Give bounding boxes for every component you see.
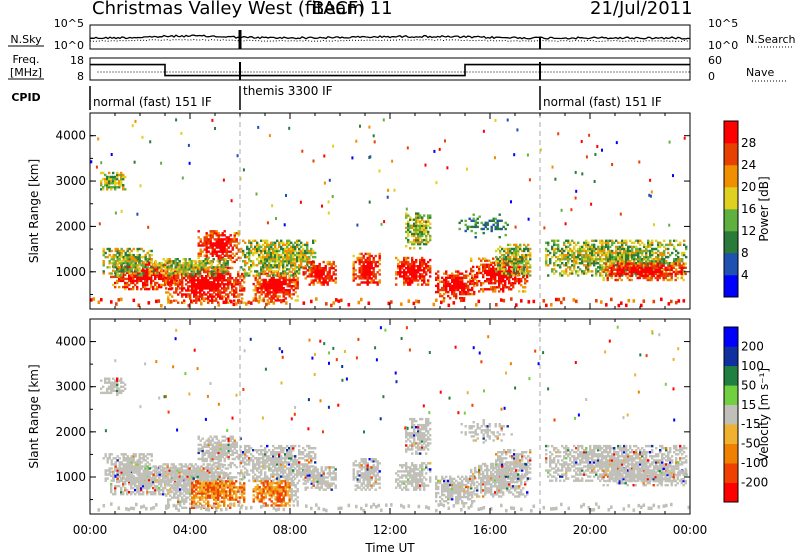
velocity-colorbar-frame: [723, 326, 739, 503]
velocity-ytick-label-2: 3000: [55, 380, 86, 394]
cpid-segment-label-2: normal (fast) 151 IF: [543, 95, 662, 109]
xtick-label-1: 04:00: [173, 523, 208, 537]
power-colorbar-swatch-7: [724, 121, 738, 144]
nave-tick-bottom: 0: [708, 70, 715, 83]
power-ytick-label-2: 3000: [55, 174, 86, 188]
power-ylabel: Slant Range [km]: [27, 159, 41, 263]
nave-label: Nave: [746, 66, 774, 79]
date-label: 21/Jul/2011: [590, 0, 693, 19]
nsearch-tick-top: 10^5: [708, 17, 738, 30]
velocity-colorbar-swatch-7: [724, 346, 738, 367]
velocity-colorbar-swatch-2: [724, 443, 738, 464]
velocity-colorbar-tick-4: -15: [741, 417, 761, 431]
power-colorbar-tick-4: 12: [741, 224, 756, 238]
power-colorbar-tick-3: 16: [741, 202, 756, 216]
freq-strip-frame: [89, 57, 691, 81]
velocity-colorbar-tick-0: 200: [741, 339, 764, 353]
cpid-segment-label-0: normal (fast) 151 IF: [93, 95, 212, 109]
power-colorbar-tick-6: 4: [741, 268, 749, 282]
freq-tick-top: 18: [70, 54, 84, 67]
power-colorbar-swatch-6: [724, 143, 738, 166]
power-colorbar-swatch-3: [724, 209, 738, 232]
xlabel: Time UT: [364, 541, 415, 554]
power-colorbar-swatch-5: [724, 165, 738, 188]
velocity-colorbar-swatch-0: [724, 482, 738, 503]
nsky-label: N.Sky: [10, 33, 42, 46]
velocity-colorbar-swatch-4: [724, 404, 738, 425]
velocity-colorbar-tick-2: 50: [741, 378, 756, 392]
power-colorbar-tick-1: 24: [741, 158, 756, 172]
xtick-label-4: 16:00: [473, 523, 508, 537]
freq-tick-bottom: 8: [77, 70, 84, 83]
cpid-label: CPID: [11, 91, 40, 104]
velocity-ylabel: Slant Range [km]: [27, 364, 41, 468]
power-colorbar-tick-5: 8: [741, 246, 749, 260]
freq-unit: [MHz]: [10, 66, 42, 79]
nsearch-label: N.Search: [746, 33, 796, 46]
power-heatmap-cells: [90, 118, 688, 308]
power-colorbar-tick-2: 20: [741, 180, 756, 194]
velocity-colorbar-swatch-3: [724, 424, 738, 444]
freq-trace: [90, 63, 690, 77]
nsky-tick-bottom: 10^0: [54, 39, 84, 52]
velocity-colorbar-tick-1: 100: [741, 359, 764, 373]
cpid-segment-label-1: themis 3300 IF: [243, 84, 333, 98]
velocity-colorbar-swatch-1: [724, 463, 738, 483]
power-colorbar-swatch-0: [724, 275, 738, 298]
velocity-heatmap-cells: [97, 323, 691, 513]
power-colorbar-swatch-1: [724, 253, 738, 276]
power-ytick-label-3: 4000: [55, 129, 86, 143]
power-colorbar-swatch-4: [724, 187, 738, 210]
beam-label: Beam 11: [312, 0, 393, 19]
velocity-colorbar-tick-7: -200: [741, 476, 768, 490]
velocity-colorbar-swatch-5: [724, 385, 738, 405]
xtick-label-5: 20:00: [573, 523, 608, 537]
power-ytick-label-0: 1000: [55, 265, 86, 279]
xtick-label-3: 12:00: [373, 523, 408, 537]
velocity-ytick-label-1: 2000: [55, 425, 86, 439]
power-colorbar-frame: [723, 120, 739, 298]
xtick-label-6: 00:00: [673, 523, 708, 537]
velocity-colorbar-tick-6: -100: [741, 456, 768, 470]
freq-label: Freq.: [12, 53, 39, 66]
xtick-label-0: 00:00: [73, 523, 108, 537]
velocity-colorbar-swatch-8: [724, 327, 738, 347]
velocity-ytick-label-3: 4000: [55, 335, 86, 349]
velocity-colorbar-tick-3: 15: [741, 398, 756, 412]
nave-tick-top: 60: [708, 54, 722, 67]
nsky-trace: [89, 34, 691, 40]
velocity-colorbar-swatch-6: [724, 365, 738, 386]
nsearch-tick-bottom: 10^0: [708, 39, 738, 52]
nsky-tick-top: 10^5: [54, 17, 84, 30]
radar-title: Christmas Valley West (fitACF): [92, 0, 366, 19]
power-colorbar-label: Power [dB]: [757, 176, 771, 241]
nsearch-trace: [89, 38, 691, 43]
nsky-strip-frame: [89, 24, 691, 50]
power-ytick-label-1: 2000: [55, 219, 86, 233]
nsky-spike-06: [238, 30, 242, 49]
velocity-colorbar-label: Velocity [m s⁻¹]: [757, 368, 771, 461]
velocity-ytick-label-0: 1000: [55, 470, 86, 484]
xtick-label-2: 08:00: [273, 523, 308, 537]
velocity-colorbar-tick-5: -50: [741, 437, 761, 451]
power-colorbar-tick-0: 28: [741, 136, 756, 150]
power-colorbar-swatch-2: [724, 231, 738, 254]
